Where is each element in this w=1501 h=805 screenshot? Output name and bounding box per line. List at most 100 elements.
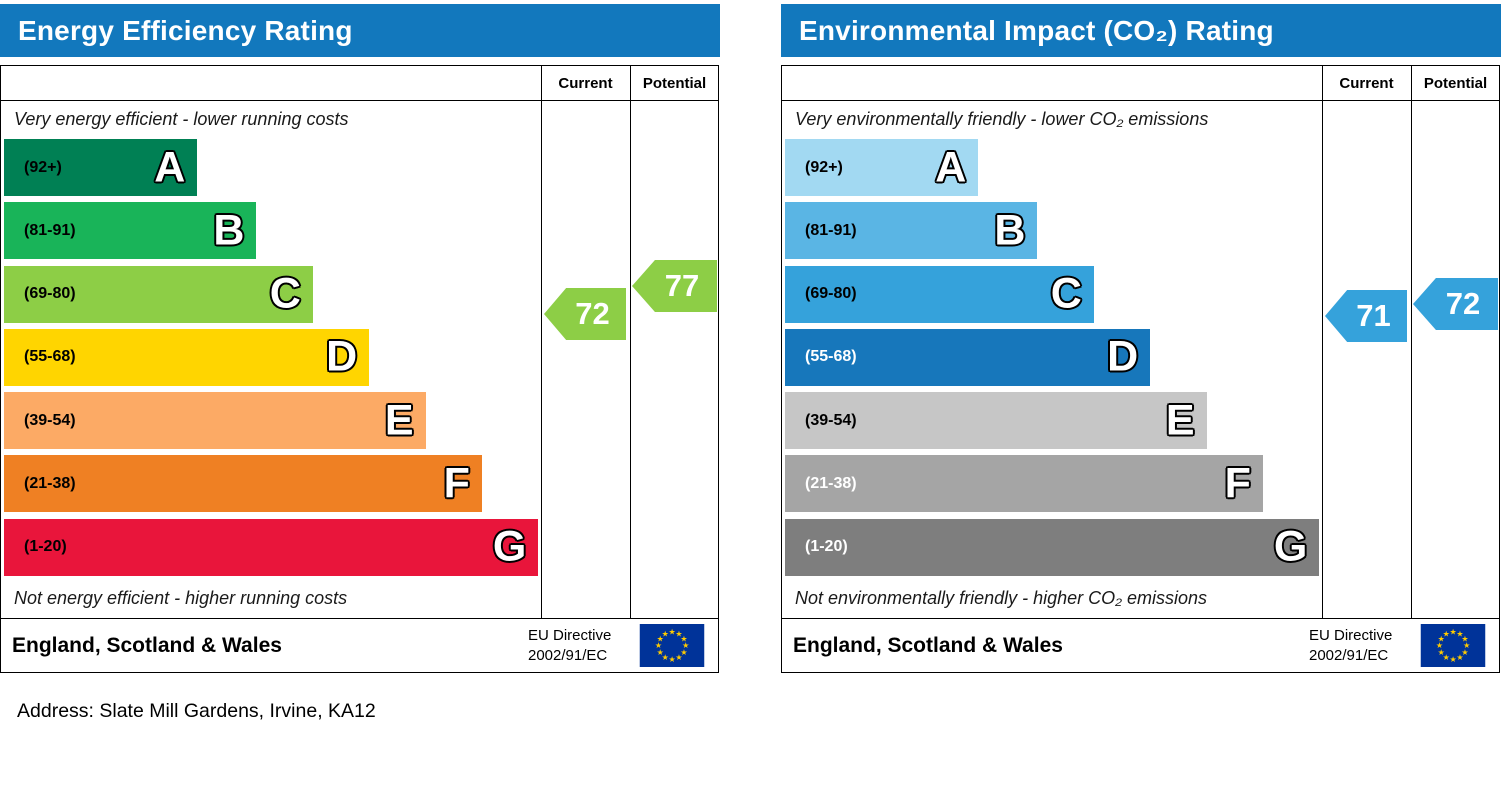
svg-text:★: ★ bbox=[1461, 648, 1468, 657]
band-range-label: (55-68) bbox=[24, 348, 76, 366]
environmental-title-bar: Environmental Impact (CO₂) Rating bbox=[781, 4, 1501, 57]
potential-rating-arrow: 72 bbox=[1413, 278, 1498, 330]
band-a: (92+) A bbox=[4, 139, 198, 196]
band-range-label: (39-54) bbox=[24, 411, 76, 429]
environmental-panel-title: Environmental Impact (CO₂) Rating bbox=[799, 14, 1274, 46]
band-letter: C bbox=[1050, 269, 1082, 318]
eu-directive-line1: EU Directive bbox=[1309, 627, 1393, 644]
eu-directive-line1: EU Directive bbox=[528, 627, 612, 644]
svg-text:★: ★ bbox=[1450, 655, 1457, 664]
bottom-caption: Not energy efficient - higher running co… bbox=[14, 588, 348, 608]
band-row: (81-91) B bbox=[4, 199, 541, 262]
rating-bands: (92+) A (81-91) B (69-80) C (55-68) bbox=[785, 136, 1322, 579]
current-column-header: Current bbox=[1339, 75, 1394, 92]
eu-directive-label: EU Directive 2002/91/EC bbox=[528, 626, 611, 666]
band-g: (1-20) G bbox=[4, 518, 539, 576]
svg-text:★: ★ bbox=[662, 653, 669, 662]
band-row: (1-20) G bbox=[785, 516, 1322, 579]
svg-text:★: ★ bbox=[657, 648, 664, 657]
chart-footer: England, Scotland & Wales EU Directive 2… bbox=[781, 618, 1500, 673]
svg-text:★: ★ bbox=[1456, 629, 1463, 638]
band-letter: A bbox=[935, 143, 967, 191]
band-range-label: (69-80) bbox=[24, 285, 76, 303]
current-rating-arrow: 72 bbox=[544, 288, 626, 340]
current-rating-value: 71 bbox=[1356, 298, 1391, 333]
eu-directive-label: EU Directive 2002/91/EC bbox=[1309, 626, 1392, 666]
band-e: (39-54) E bbox=[785, 392, 1207, 450]
band-letter: B bbox=[213, 206, 245, 255]
svg-text:★: ★ bbox=[1438, 634, 1445, 643]
band-letter: E bbox=[1165, 396, 1195, 445]
current-rating-arrow: 71 bbox=[1325, 290, 1407, 342]
column-divider bbox=[1322, 66, 1323, 618]
address-line: Address: Slate Mill Gardens, Irvine, KA1… bbox=[17, 700, 376, 722]
columns-header: Current Potential bbox=[1, 66, 718, 101]
band-e: (39-54) E bbox=[4, 392, 426, 450]
eu-flag-icon: ★ ★★ ★★★ ★★★ ★★★ bbox=[1420, 624, 1486, 667]
svg-text:★: ★ bbox=[1456, 653, 1463, 662]
band-range-label: (81-91) bbox=[805, 221, 857, 239]
band-letter: G bbox=[1273, 522, 1308, 571]
band-letter: E bbox=[384, 396, 414, 445]
band-row: (69-80) C bbox=[4, 263, 541, 326]
svg-text:★: ★ bbox=[657, 634, 664, 643]
band-row: (39-54) E bbox=[4, 389, 541, 452]
band-range-label: (1-20) bbox=[805, 538, 848, 556]
svg-text:★: ★ bbox=[669, 655, 676, 664]
band-f: (21-38) F bbox=[4, 455, 482, 513]
svg-text:★: ★ bbox=[1436, 641, 1443, 650]
bottom-caption: Not environmentally friendly - higher CO… bbox=[795, 588, 1208, 608]
energy-panel-title: Energy Efficiency Rating bbox=[18, 14, 353, 46]
svg-text:★: ★ bbox=[1443, 653, 1450, 662]
band-d: (55-68) D bbox=[785, 328, 1151, 386]
band-c: (69-80) C bbox=[4, 265, 313, 323]
band-g: (1-20) G bbox=[785, 518, 1320, 576]
band-row: (69-80) C bbox=[785, 263, 1322, 326]
svg-text:★: ★ bbox=[662, 629, 669, 638]
top-caption: Very energy efficient - lower running co… bbox=[14, 109, 349, 129]
svg-text:★: ★ bbox=[1461, 634, 1468, 643]
column-divider bbox=[630, 66, 631, 618]
top-caption: Very environmentally friendly - lower CO… bbox=[795, 109, 1209, 129]
band-d: (55-68) D bbox=[4, 328, 370, 386]
band-b: (81-91) B bbox=[4, 202, 257, 260]
potential-rating-value: 72 bbox=[1445, 286, 1481, 321]
energy-efficiency-panel: Energy Efficiency Rating Current Potenti… bbox=[0, 4, 720, 676]
potential-rating-value: 77 bbox=[664, 268, 700, 303]
svg-text:★: ★ bbox=[655, 641, 662, 650]
columns-header: Current Potential bbox=[782, 66, 1499, 101]
svg-text:★: ★ bbox=[669, 628, 676, 637]
environmental-impact-panel: Environmental Impact (CO₂) Rating Curren… bbox=[781, 4, 1501, 676]
energy-title-bar: Energy Efficiency Rating bbox=[0, 4, 720, 57]
eu-directive-line2: 2002/91/EC bbox=[1309, 647, 1389, 664]
band-range-label: (39-54) bbox=[805, 411, 857, 429]
svg-text:★: ★ bbox=[675, 629, 682, 638]
region-label: England, Scotland & Wales bbox=[12, 634, 282, 657]
current-column-header: Current bbox=[558, 75, 613, 92]
band-range-label: (69-80) bbox=[805, 285, 857, 303]
band-row: (1-20) G bbox=[4, 516, 541, 579]
band-range-label: (21-38) bbox=[805, 474, 857, 492]
band-row: (92+) A bbox=[785, 136, 1322, 199]
energy-chart-area: Current Potential Very energy efficient … bbox=[0, 65, 719, 619]
band-letter: F bbox=[443, 459, 470, 508]
band-b: (81-91) B bbox=[785, 202, 1038, 260]
band-row: (55-68) D bbox=[4, 326, 541, 389]
band-letter: F bbox=[1224, 459, 1251, 508]
potential-column-header: Potential bbox=[642, 75, 707, 92]
svg-text:★: ★ bbox=[1463, 641, 1470, 650]
svg-text:★: ★ bbox=[680, 634, 687, 643]
potential-column-header: Potential bbox=[1423, 75, 1488, 92]
band-letter: C bbox=[269, 269, 301, 318]
band-row: (55-68) D bbox=[785, 326, 1322, 389]
svg-text:★: ★ bbox=[675, 653, 682, 662]
band-letter: D bbox=[1107, 332, 1139, 381]
potential-rating-arrow: 77 bbox=[632, 260, 717, 312]
rating-bands: (92+) A (81-91) B (69-80) C (55-68) bbox=[4, 136, 541, 579]
current-rating-value: 72 bbox=[575, 296, 610, 331]
band-letter: A bbox=[154, 143, 186, 191]
environmental-chart-area: Current Potential Very environmentally f… bbox=[781, 65, 1500, 619]
svg-text:★: ★ bbox=[1438, 648, 1445, 657]
chart-footer: England, Scotland & Wales EU Directive 2… bbox=[0, 618, 719, 673]
region-label: England, Scotland & Wales bbox=[793, 634, 1063, 657]
